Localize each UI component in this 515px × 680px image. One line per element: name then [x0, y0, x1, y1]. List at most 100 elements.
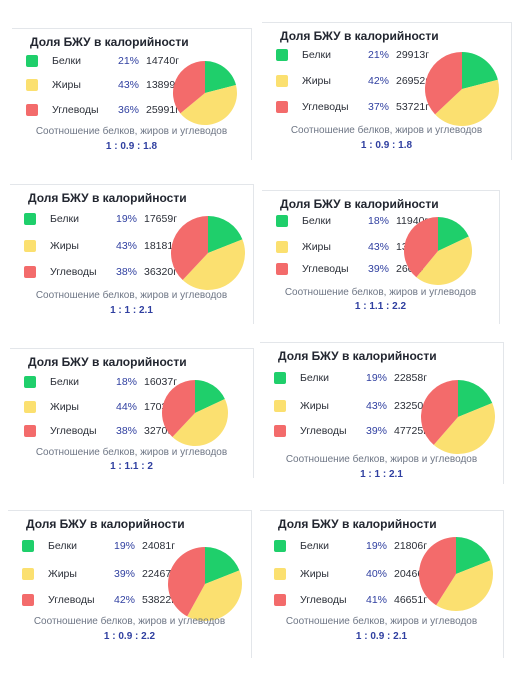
- legend-row-belki: Белки 19% 24081г: [22, 539, 175, 555]
- pie-slice-belki: [205, 547, 240, 584]
- pie-slice-zhiry: [187, 570, 242, 621]
- macro-card: Доля БЖУ в калорийности Белки 21% 29913г Жир…: [262, 22, 512, 160]
- legend-swatch-uglevody: [24, 266, 36, 278]
- legend-label: Белки: [50, 213, 79, 225]
- pie-chart: [172, 61, 237, 126]
- legend-row-uglevody: Углеводы 41% 46651г: [274, 593, 428, 609]
- legend-percent: 43%: [118, 79, 140, 91]
- card-title: Доля БЖУ в калорийности: [280, 197, 439, 211]
- legend-label: Углеводы: [300, 425, 347, 437]
- legend-row-zhiry: Жиры 44% 17030г: [24, 400, 177, 416]
- legend-row-belki: Белки 19% 22858г: [274, 371, 428, 387]
- legend-row-uglevody: Углеводы 42% 53822г: [22, 593, 176, 609]
- legend-swatch-belki: [276, 49, 288, 61]
- ratio-value: 1 : 1 : 2.1: [110, 305, 153, 316]
- legend-row-belki: Белки 19% 21806г: [274, 539, 428, 555]
- legend-label: Углеводы: [300, 594, 347, 606]
- legend-percent: 19%: [366, 540, 388, 552]
- legend-label: Белки: [48, 540, 77, 552]
- legend-percent: 41%: [366, 594, 388, 606]
- pie-slice-zhiry: [435, 79, 500, 127]
- legend-row-uglevody: Углеводы 39% 47725г: [274, 424, 427, 440]
- legend-amount: 16037г: [144, 376, 178, 388]
- legend-label: Жиры: [48, 568, 77, 580]
- legend-percent: 43%: [366, 400, 388, 412]
- legend-row-zhiry: Жиры 39% 22467г: [22, 567, 176, 583]
- legend-percent: 37%: [368, 101, 390, 113]
- legend-amount: 21806г: [394, 540, 428, 552]
- legend-percent: 43%: [116, 240, 138, 252]
- ratio-caption: Соотношение белков, жиров и углеводов: [290, 125, 483, 136]
- macro-card: Доля БЖУ в калорийности Белки 19% 21806г Жир…: [260, 510, 504, 658]
- pie-slice-belki: [195, 380, 225, 413]
- legend-swatch-uglevody: [274, 425, 286, 437]
- macro-card: Доля БЖУ в калорийности Белки 18% 11940г Жир…: [262, 190, 500, 324]
- legend-row-belki: Белки 18% 16037г: [24, 375, 178, 391]
- legend-amount: 53822г: [142, 594, 176, 606]
- ratio-value: 1 : 0.9 : 1.8: [360, 140, 413, 151]
- legend-label: Углеводы: [302, 101, 349, 113]
- legend-swatch-belki: [276, 215, 288, 227]
- legend-swatch-belki: [24, 213, 36, 225]
- legend-amount: 25991г: [146, 104, 180, 116]
- legend-label: Жиры: [302, 75, 331, 87]
- macro-card: Доля БЖУ в калорийности Белки 18% 16037г Жир…: [10, 348, 254, 478]
- ratio-value: 1 : 0.9 : 2.1: [355, 631, 408, 642]
- pie-slice-belki: [438, 217, 469, 251]
- legend-swatch-zhiry: [276, 75, 288, 87]
- legend-percent: 40%: [366, 568, 388, 580]
- legend-row-uglevody: Углеводы 36% 25991г: [26, 103, 180, 119]
- card-title: Доля БЖУ в калорийности: [278, 349, 437, 363]
- legend-swatch-zhiry: [26, 79, 38, 91]
- pie-slice-uglevody: [172, 61, 205, 114]
- legend-percent: 39%: [366, 425, 388, 437]
- macro-card: Доля БЖУ в калорийности Белки 19% 22858г Жир…: [260, 342, 504, 484]
- legend-percent: 38%: [116, 425, 138, 437]
- pie-chart: [425, 52, 500, 127]
- legend-swatch-zhiry: [274, 400, 286, 412]
- pie-slice-zhiry: [182, 239, 245, 290]
- legend-label: Жиры: [50, 401, 79, 413]
- ratio-value: 1 : 0.9 : 2.2: [103, 631, 156, 642]
- legend-swatch-belki: [24, 376, 36, 388]
- legend-amount: 46651г: [394, 594, 428, 606]
- legend-swatch-zhiry: [22, 568, 34, 580]
- legend-amount: 14740г: [146, 55, 180, 67]
- legend-label: Белки: [302, 215, 331, 227]
- pie-slice-uglevody: [420, 380, 458, 445]
- legend-amount: 22467г: [142, 568, 176, 580]
- legend-swatch-uglevody: [24, 425, 36, 437]
- legend-amount: 18181г: [144, 240, 178, 252]
- legend-label: Углеводы: [48, 594, 95, 606]
- legend-amount: 26952г: [396, 75, 430, 87]
- legend-label: Белки: [300, 540, 329, 552]
- legend-label: Углеводы: [302, 263, 349, 275]
- macro-card: Доля БЖУ в калорийности Белки 19% 24081г Жир…: [8, 510, 252, 658]
- legend-percent: 42%: [368, 75, 390, 87]
- ratio-value: 1 : 1 : 2.1: [360, 469, 403, 480]
- legend-label: Жиры: [300, 568, 329, 580]
- ratio-value: 1 : 1.1 : 2.2: [354, 301, 407, 312]
- card-title: Доля БЖУ в калорийности: [26, 517, 185, 531]
- legend-swatch-uglevody: [276, 263, 288, 275]
- legend-amount: 22858г: [394, 372, 428, 384]
- pie-chart: [420, 380, 496, 455]
- legend-percent: 19%: [366, 372, 388, 384]
- legend-label: Углеводы: [50, 266, 97, 278]
- legend-label: Углеводы: [52, 104, 99, 116]
- pie-slice-zhiry: [416, 236, 472, 285]
- legend-swatch-zhiry: [24, 240, 36, 252]
- legend-swatch-zhiry: [274, 568, 286, 580]
- legend-swatch-uglevody: [26, 104, 38, 116]
- pie-chart: [403, 217, 472, 285]
- pie-slice-belki: [458, 380, 493, 417]
- legend-percent: 19%: [116, 213, 138, 225]
- legend-label: Белки: [52, 55, 81, 67]
- pie-slice-belki: [456, 537, 491, 574]
- ratio-caption: Соотношение белков, жиров и углеводов: [35, 290, 228, 301]
- pie-chart: [171, 216, 245, 290]
- legend-row-belki: Белки 21% 14740г: [26, 54, 180, 70]
- legend-label: Жиры: [300, 400, 329, 412]
- macro-card: Доля БЖУ в калорийности Белки 19% 17659г Жир…: [10, 184, 254, 324]
- legend-label: Белки: [302, 49, 331, 61]
